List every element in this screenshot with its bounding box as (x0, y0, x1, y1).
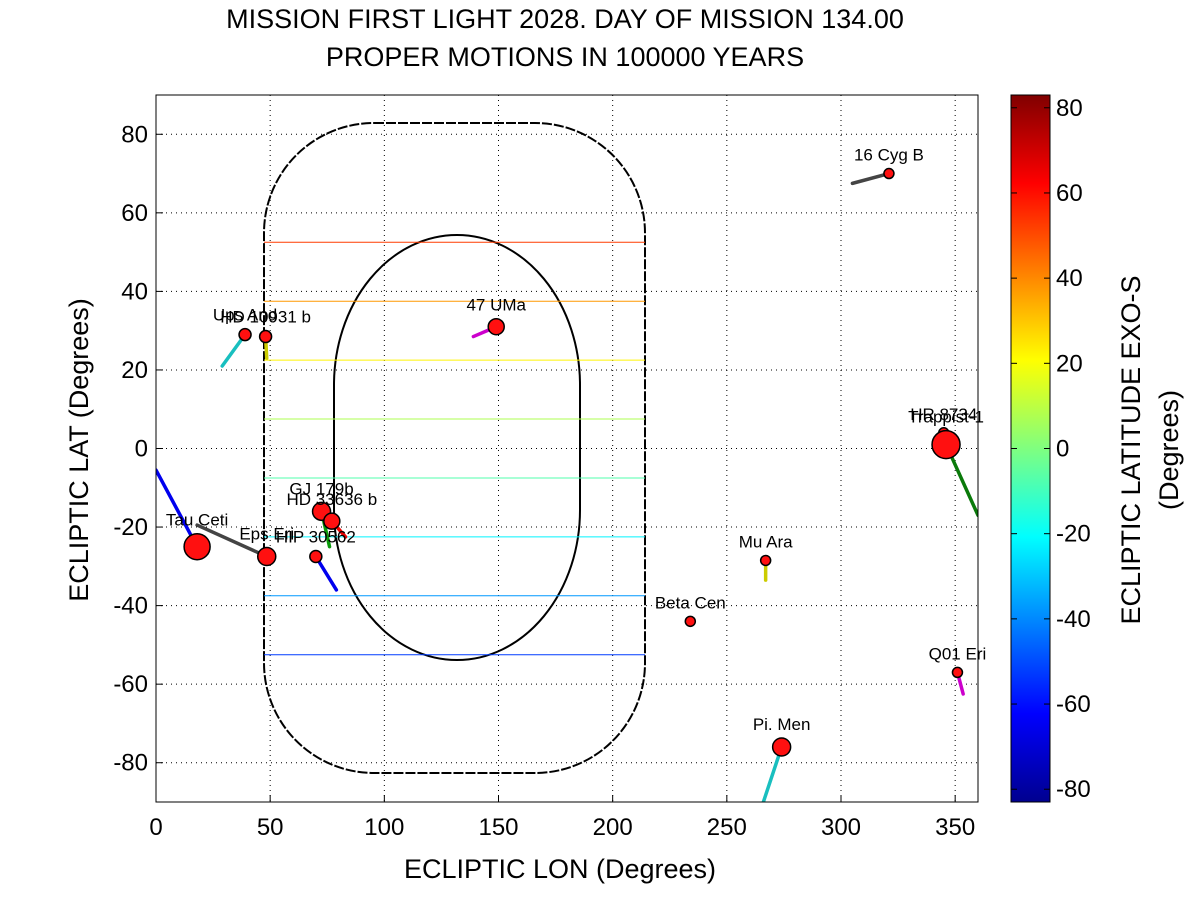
star-label: 47 UMa (466, 296, 526, 315)
y-tick-label: 40 (121, 278, 148, 305)
colorbar-ticks: -80 -60 -40 -20 0 20 40 60 80 (1011, 95, 1091, 803)
star-label: Mu Ara (739, 532, 793, 551)
y-tick-label: -20 (113, 514, 148, 541)
y-tick-label: 20 (121, 357, 148, 384)
x-tick-label: 0 (149, 814, 162, 841)
star-marker (258, 329, 273, 344)
colorbar-tick-label: 40 (1056, 265, 1083, 292)
star-label: HD 10931 b (220, 308, 311, 327)
observability-zone (263, 122, 646, 774)
star-label: HIP 30562 (276, 528, 356, 547)
colorbar-tick-label: -60 (1056, 691, 1091, 718)
colorbar: -80 -60 -40 -20 0 20 40 60 80 ECLIPTIC LATITUDE … (1010, 94, 1184, 803)
proper-motion-vectors (156, 171, 978, 802)
proper-motion-vector (156, 468, 199, 549)
colorbar-tick-label: -40 (1056, 606, 1091, 633)
chart-title-line-2: PROPER MOTIONS IN 100000 YEARS (326, 42, 804, 72)
star-marker (256, 546, 277, 567)
star-marker (309, 549, 323, 564)
star-marker (183, 532, 211, 561)
star-marker (883, 167, 895, 180)
colorbar-tick-label: 80 (1056, 95, 1083, 122)
y-tick-label: 0 (135, 436, 148, 463)
y-tick-label: -80 (113, 750, 148, 777)
star-label: Beta Cen (655, 593, 726, 612)
y-tick-label: -40 (113, 593, 148, 620)
star-markers (183, 167, 964, 757)
star-label: Pi. Men (753, 715, 811, 734)
y-axis-label: ECLIPTIC LAT (Degrees) (64, 298, 94, 602)
colorbar-tick-label: 60 (1056, 180, 1083, 207)
star-label: HD 33636 b (286, 490, 377, 509)
y-tick-label: 80 (121, 121, 148, 148)
star-label: Ups And (213, 306, 277, 325)
star-label: Eps Eri (239, 525, 294, 544)
x-tick-label: 50 (257, 814, 284, 841)
grid (156, 95, 978, 802)
x-tick-label: 300 (821, 814, 861, 841)
colorbar-tick-label: 20 (1056, 350, 1083, 377)
inner-zone-boundary (333, 234, 581, 661)
x-tick-label: 200 (593, 814, 633, 841)
latitude-bands (264, 241, 645, 656)
colorbar-gradient (1010, 94, 1051, 803)
star-marker (771, 737, 792, 757)
x-tick-label: 100 (364, 814, 404, 841)
star-marker (684, 615, 697, 628)
x-tick-label: 150 (478, 814, 518, 841)
star-label: Trappist-1 (908, 408, 984, 427)
x-axis-label: ECLIPTIC LON (Degrees) (404, 854, 716, 884)
x-tick-label: 250 (707, 814, 747, 841)
colorbar-tick-label: 0 (1056, 436, 1069, 463)
proper-motion-vector (195, 523, 269, 559)
outer-zone-boundary (263, 122, 646, 774)
y-tick-label: -60 (113, 671, 148, 698)
colorbar-label-line-2: (Degrees) (1154, 390, 1184, 510)
star-label: 16 Cyg B (854, 146, 924, 165)
star-label: HR 8734 (910, 405, 977, 424)
star-marker (931, 429, 961, 460)
y-tick-label: 60 (121, 200, 148, 227)
chart-title-line-1: MISSION FIRST LIGHT 2028. DAY OF MISSION… (226, 4, 904, 34)
star-marker (323, 512, 341, 530)
y-axis-ticks: -80 -60 -40 -20 0 20 40 60 80 (113, 121, 163, 777)
colorbar-label-line-1: ECLIPTIC LATITUDE EXO-S (1116, 275, 1146, 624)
colorbar-tick-label: -20 (1056, 521, 1091, 548)
star-label: Q01 Eri (929, 644, 987, 663)
star-label: Tau Ceti (166, 511, 228, 530)
x-axis-ticks: 0 50 100 150 200 250 300 350 (149, 795, 975, 841)
star-marker (759, 554, 772, 567)
star-marker (487, 317, 505, 336)
star-label: GJ 179b (289, 479, 353, 498)
x-tick-label: 350 (935, 814, 975, 841)
colorbar-tick-label: -80 (1056, 776, 1091, 803)
star-marker (951, 666, 964, 679)
proper-motion-vector (850, 171, 891, 186)
star-marker (238, 327, 252, 342)
